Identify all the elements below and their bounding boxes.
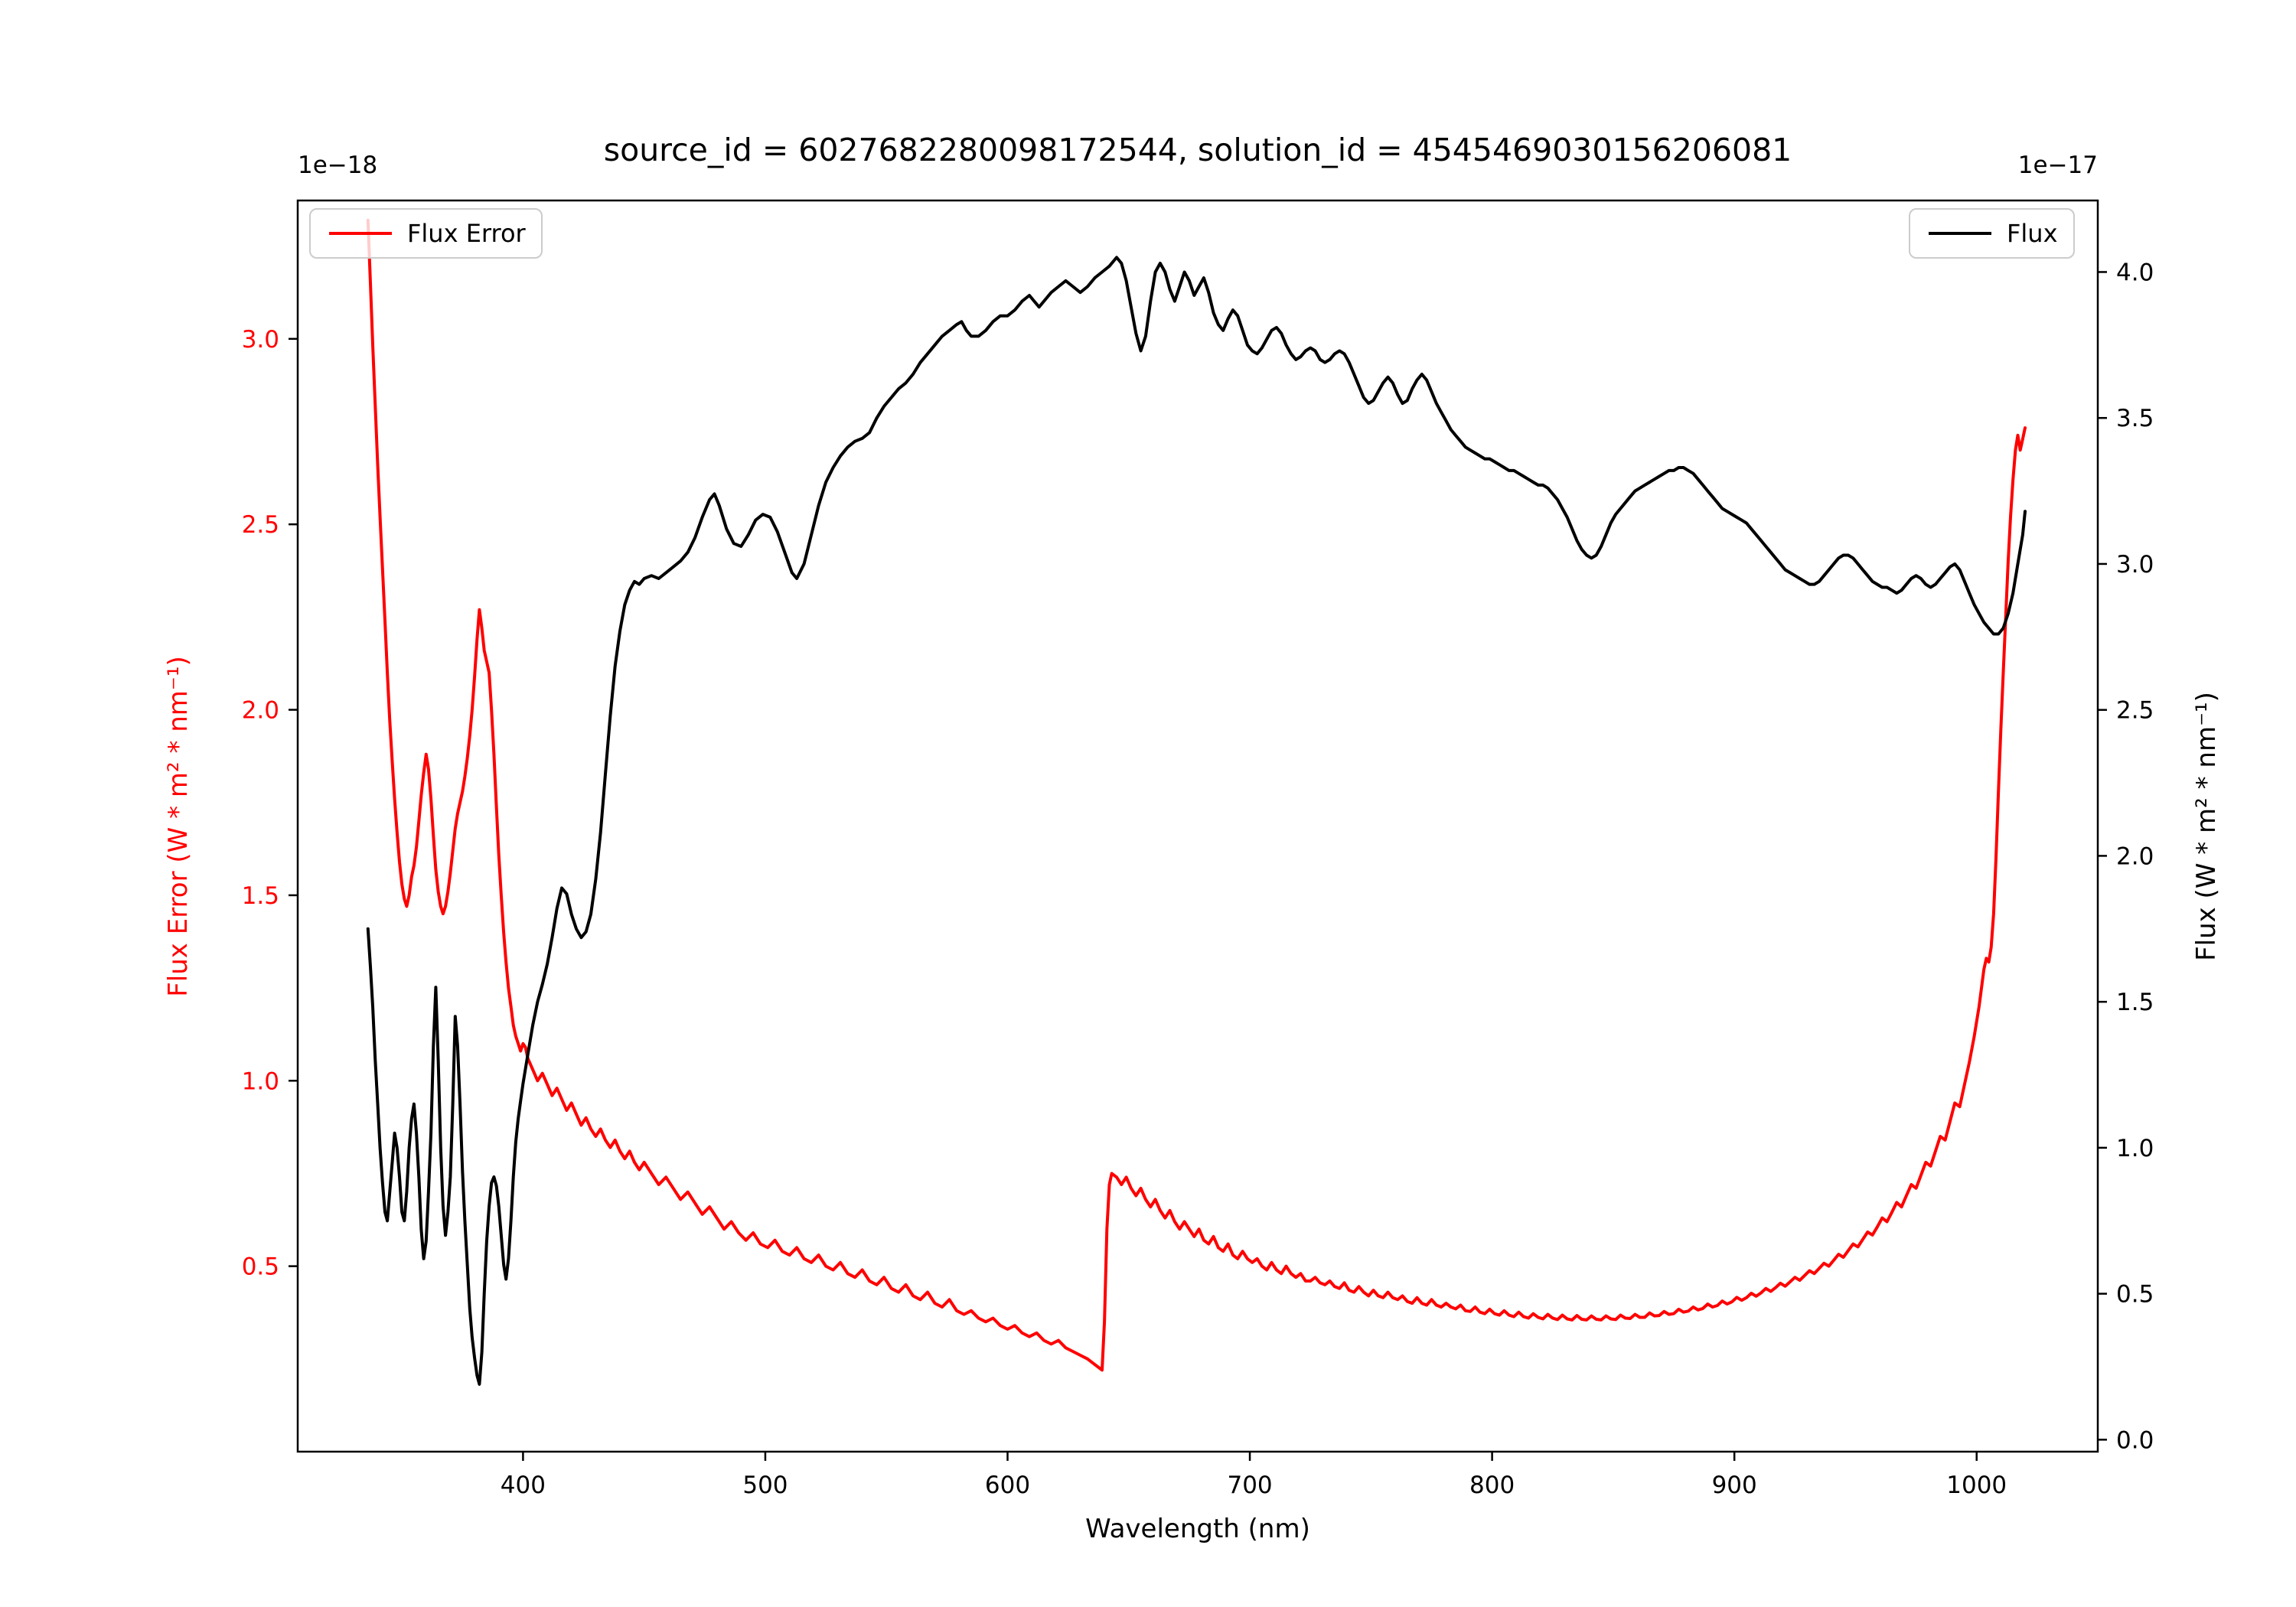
- x-tick-label: 500: [742, 1472, 788, 1499]
- right-y-tick-label: 2.5: [2116, 697, 2154, 725]
- legend-flux-error: Flux Error: [309, 208, 543, 259]
- x-tick-label: 900: [1712, 1472, 1757, 1499]
- left-y-tick-label: 2.0: [242, 697, 279, 725]
- axes-frame: [296, 199, 2099, 1453]
- legend-flux-error-label: Flux Error: [407, 219, 526, 248]
- right-y-tick-label: 3.5: [2116, 405, 2154, 432]
- flux-error-line: [366, 218, 2027, 1372]
- left-axis-offset-text: 1e−18: [298, 152, 378, 179]
- right-y-tick-label: 3.0: [2116, 551, 2154, 579]
- left-y-axis-label: Flux Error (W * m² * nm⁻¹): [163, 656, 194, 997]
- left-y-tick-label: 1.0: [242, 1068, 279, 1095]
- x-tick-label: 600: [985, 1472, 1030, 1499]
- left-y-tick-label: 0.5: [242, 1253, 279, 1281]
- flux-error-legend-line-icon: [329, 232, 392, 235]
- right-y-axis-label: Flux (W * m² * nm⁻¹): [2191, 692, 2222, 961]
- x-axis-label: Wavelength (nm): [1085, 1514, 1310, 1544]
- flux-legend-line-icon: [1929, 232, 1991, 235]
- left-y-tick-label: 1.5: [242, 882, 279, 910]
- legend-flux: Flux: [1909, 208, 2075, 259]
- left-y-tick-label: 3.0: [242, 326, 279, 354]
- legend-flux-label: Flux: [2007, 219, 2058, 248]
- right-axis-offset-text: 1e−17: [2017, 152, 2098, 179]
- right-y-tick-label: 0.0: [2116, 1426, 2154, 1454]
- right-y-tick-label: 0.5: [2116, 1281, 2154, 1309]
- x-tick-label: 1000: [1946, 1472, 2007, 1499]
- axis-ticks: 400 500 600 700 800 900 1000 0.5 1.0 1.5 2.0 2.5 3.0…: [242, 259, 2154, 1499]
- x-tick-label: 800: [1469, 1472, 1515, 1499]
- flux-line: [366, 256, 2027, 1386]
- right-y-tick-label: 4.0: [2116, 259, 2154, 286]
- x-tick-label: 700: [1227, 1472, 1272, 1499]
- right-y-tick-label: 2.0: [2116, 843, 2154, 870]
- right-y-tick-label: 1.5: [2116, 989, 2154, 1016]
- page-title: source_id = 6027682280098172544, solutio…: [603, 132, 1792, 168]
- right-y-tick-label: 1.0: [2116, 1135, 2154, 1162]
- left-y-tick-label: 2.5: [242, 511, 279, 539]
- x-tick-label: 400: [501, 1472, 546, 1499]
